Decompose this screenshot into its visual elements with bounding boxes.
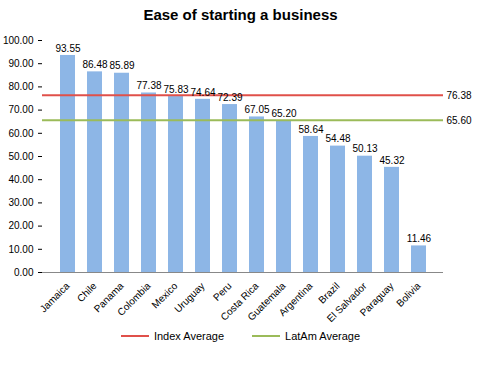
svg-text:Costa Rica: Costa Rica: [218, 280, 261, 323]
svg-text:30.00: 30.00: [8, 197, 33, 208]
svg-text:Panama: Panama: [91, 280, 126, 315]
svg-text:11.46: 11.46: [407, 233, 432, 244]
svg-text:Jamaica: Jamaica: [38, 280, 72, 314]
svg-text:90.00: 90.00: [8, 58, 33, 69]
html-text:Index Average: Index Average: [153, 330, 225, 342]
svg-text:10.00: 10.00: [8, 244, 33, 255]
svg-text:Colombia: Colombia: [115, 280, 153, 318]
svg-text:70.00: 70.00: [8, 104, 33, 115]
svg-text:Chile: Chile: [75, 280, 99, 304]
svg-text:Peru: Peru: [211, 280, 234, 303]
svg-text:Uruguay: Uruguay: [172, 280, 207, 315]
svg-text:60.00: 60.00: [8, 128, 33, 139]
svg-text:65.20: 65.20: [271, 108, 296, 119]
svg-text:Guatemala: Guatemala: [245, 280, 288, 323]
svg-text:0.00: 0.00: [14, 267, 34, 278]
svg-text:54.48: 54.48: [325, 133, 350, 144]
svg-text:76.38: 76.38: [447, 89, 472, 100]
svg-text:50.13: 50.13: [352, 143, 377, 154]
svg-text:40.00: 40.00: [8, 174, 33, 185]
html-text:Ease of starting a business: Ease of starting a business: [143, 6, 338, 23]
svg-text:Bolivia: Bolivia: [394, 280, 423, 309]
svg-text:Brazil: Brazil: [316, 280, 342, 306]
svg-text:Argentina: Argentina: [277, 280, 315, 318]
svg-text:Paraguay: Paraguay: [358, 280, 396, 318]
svg-text:El Salvador: El Salvador: [325, 280, 369, 324]
svg-text:65.60: 65.60: [447, 115, 472, 126]
svg-text:74.64: 74.64: [190, 87, 215, 98]
svg-text:67.05: 67.05: [244, 104, 269, 115]
svg-text:80.00: 80.00: [8, 81, 33, 92]
svg-text:100.00: 100.00: [3, 35, 34, 46]
svg-text:45.32: 45.32: [379, 155, 404, 166]
svg-text:86.48: 86.48: [82, 59, 107, 70]
svg-text:50.00: 50.00: [8, 151, 33, 162]
svg-text:85.89: 85.89: [109, 60, 134, 71]
svg-text:58.64: 58.64: [298, 124, 323, 135]
svg-text:Mexico: Mexico: [149, 280, 180, 311]
svg-text:93.55: 93.55: [55, 43, 80, 54]
svg-text:75.83: 75.83: [163, 84, 188, 95]
html-text:LatAm Average: LatAm Average: [285, 330, 361, 342]
svg-text:72.39: 72.39: [217, 92, 242, 103]
svg-text:20.00: 20.00: [8, 220, 33, 231]
svg-text:77.38: 77.38: [136, 80, 161, 91]
